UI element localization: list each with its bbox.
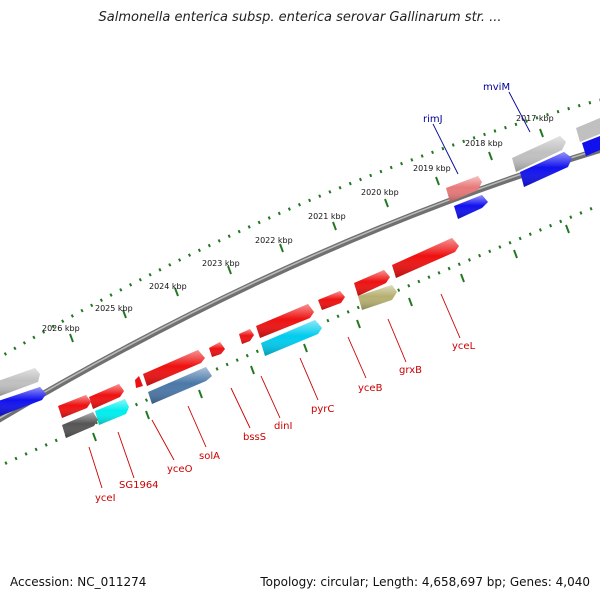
- kbp-label: 2022 kbp: [255, 236, 293, 245]
- gene-label-SG1964: SG1964: [119, 480, 159, 491]
- gene-label-solA: solA: [199, 451, 220, 462]
- kbp-label: 2023 kbp: [202, 259, 240, 268]
- gene-feature-grey-left: [0, 368, 40, 396]
- gene-feature-yceO: [135, 376, 143, 388]
- gene-feature-pyrC: [261, 320, 322, 356]
- gene-label-yceL: yceL: [452, 341, 476, 352]
- gene-label-mviM: mviM: [483, 82, 510, 93]
- gene-feature-yceI: [58, 395, 98, 438]
- kbp-label: 2026 kbp: [42, 324, 80, 333]
- label-leader-lines: [88, 91, 531, 489]
- gene-feature-yceB: [318, 291, 345, 310]
- gene-label-bssS: bssS: [243, 432, 266, 443]
- gene-feature-blue-mid: [454, 195, 488, 219]
- gene-feature-red-long: [256, 304, 314, 338]
- gene-feature-yceL: [392, 238, 459, 278]
- gene-label-dinI: dinI: [274, 421, 292, 432]
- gene-feature-blue-right: [520, 136, 600, 187]
- kbp-label: 2018 kbp: [465, 139, 503, 148]
- gene-feature-grey-right: [512, 118, 600, 172]
- gene-feature-SG1964: [89, 384, 129, 425]
- gene-feature-red-near-yceL: [354, 270, 390, 296]
- kbp-label: 2021 kbp: [308, 212, 346, 221]
- gene-label-pyrC: pyrC: [311, 404, 334, 415]
- kbp-label: 2025 kbp: [95, 304, 133, 313]
- outer-tick-track: [0, 98, 600, 359]
- gene-label-rimJ: rimJ: [423, 114, 443, 125]
- gene-feature-blue-left: [0, 387, 46, 416]
- major-ticks: [69, 128, 570, 442]
- kbp-labels: 2017 kbp 2018 kbp 2019 kbp 2020 kbp 2021…: [42, 114, 554, 333]
- gene-label-yceO: yceO: [167, 464, 193, 475]
- kbp-label: 2024 kbp: [149, 282, 187, 291]
- gene-label-grxB: grxB: [399, 365, 422, 376]
- gene-feature-solA: [148, 367, 212, 404]
- gene-label-yceI: yceI: [95, 493, 116, 504]
- gene-feature-bssS: [209, 342, 225, 357]
- kbp-label: 2019 kbp: [413, 164, 451, 173]
- gene-feature-dinI: [239, 329, 254, 344]
- topology-text: Topology: circular; Length: 4,658,697 bp…: [260, 575, 590, 589]
- gene-labels: mviM rimJ yceI SG1964 yceO solA bssS din…: [95, 82, 510, 504]
- gene-feature-red-solA-upper: [143, 350, 205, 386]
- gene-feature-rimJ: [446, 176, 482, 202]
- gene-feature-grxB: [358, 285, 397, 310]
- kbp-label: 2017 kbp: [516, 114, 554, 123]
- gene-label-yceB: yceB: [358, 383, 383, 394]
- map-title: Salmonella enterica subsp. enterica sero…: [98, 10, 502, 25]
- genome-backbone: [0, 147, 600, 423]
- accession-text: Accession: NC_011274: [10, 575, 147, 589]
- kbp-label: 2020 kbp: [361, 188, 399, 197]
